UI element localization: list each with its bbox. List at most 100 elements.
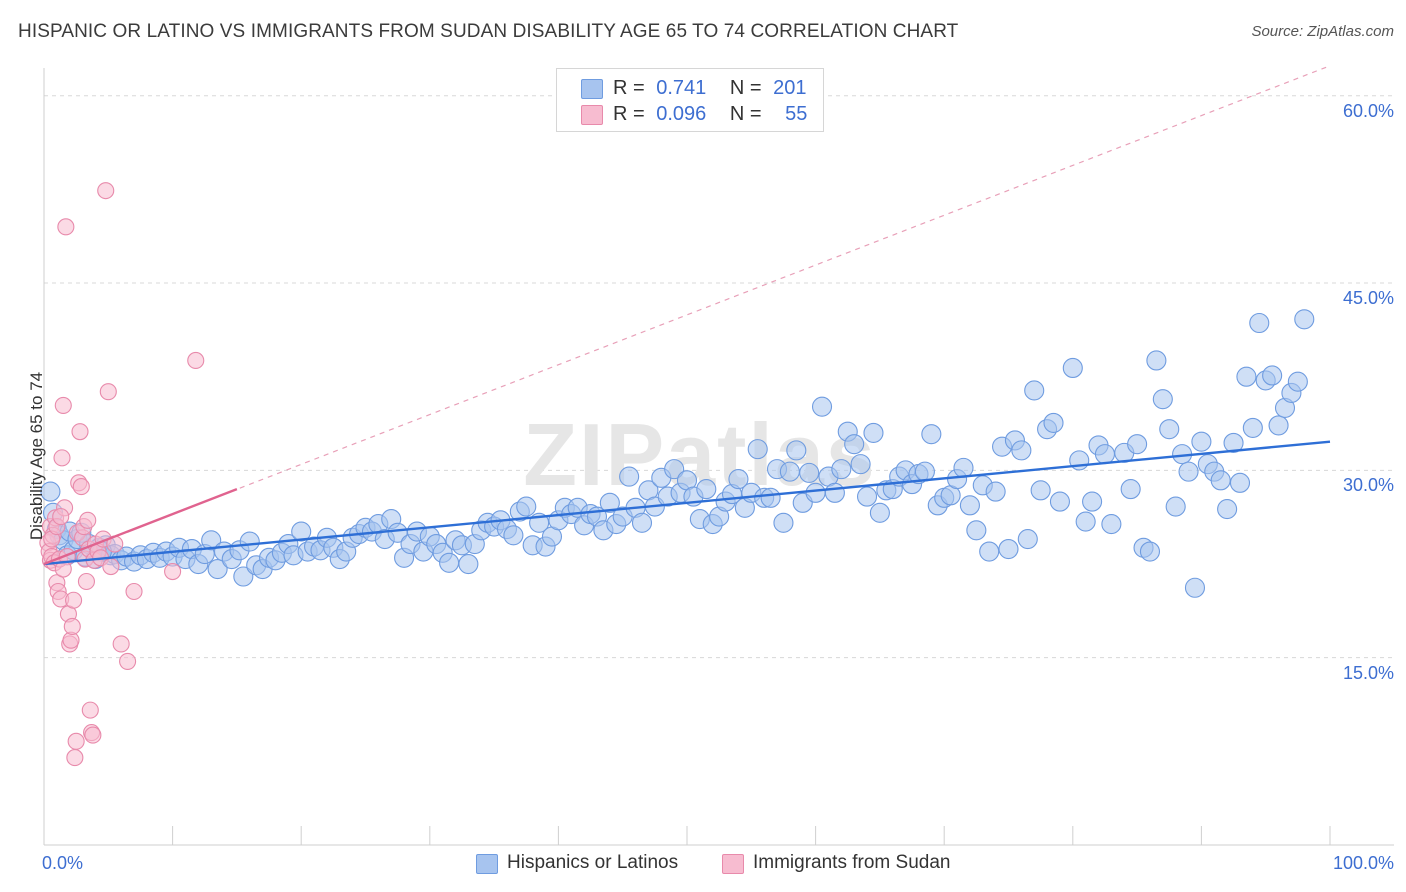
point-hispanics (1249, 312, 1270, 334)
legend-r-label: R = (613, 103, 645, 125)
point-hispanics (1024, 380, 1045, 401)
chart-title: HISPANIC OR LATINO VS IMMIGRANTS FROM SU… (18, 21, 959, 42)
point-hispanics (869, 502, 890, 523)
point-hispanics (959, 495, 980, 516)
point-sudan (63, 617, 81, 636)
point-hispanics (998, 538, 1019, 560)
point-hispanics (773, 512, 794, 533)
point-hispanics (1159, 419, 1180, 440)
correlation-legend: R = 0.741 N = 201 R = 0.096 N = 55 (556, 68, 824, 132)
point-hispanics (1075, 511, 1096, 532)
source-label: Source: ZipAtlas.com (1251, 23, 1394, 40)
trend-line-sudan (43, 487, 238, 566)
point-sudan (54, 396, 72, 414)
point-hispanics (799, 462, 820, 483)
point-hispanics (1082, 491, 1103, 512)
point-sudan (84, 726, 102, 744)
point-hispanics (1294, 309, 1315, 330)
point-sudan (52, 508, 70, 526)
y-tick-label: 60.0% (1342, 100, 1394, 121)
point-sudan (102, 557, 120, 576)
point-hispanics (863, 422, 884, 443)
point-hispanics (1236, 366, 1257, 387)
point-hispanics (619, 466, 640, 487)
axes (43, 68, 1394, 846)
point-hispanics (696, 479, 717, 500)
x-tick-label-min: 0.0% (42, 853, 84, 873)
point-hispanics (291, 521, 312, 542)
point-hispanics (516, 496, 537, 517)
legend-n-value: 55 (785, 103, 808, 125)
legend-r-value: 0.741 (656, 77, 707, 99)
x-tick-label-max: 100.0% (1332, 853, 1394, 873)
legend-swatch-pink (722, 854, 744, 874)
y-tick-label: 30.0% (1342, 475, 1394, 496)
point-hispanics (850, 454, 871, 475)
point-sudan (125, 582, 143, 601)
point-hispanics (1223, 432, 1244, 453)
point-hispanics (1120, 479, 1141, 500)
point-sudan (72, 478, 90, 496)
point-hispanics (207, 558, 228, 580)
point-sudan (65, 591, 83, 609)
point-sudan (119, 652, 137, 670)
point-hispanics (1268, 415, 1289, 436)
point-sudan (57, 218, 75, 236)
point-hispanics (914, 461, 935, 482)
point-hispanics (1139, 541, 1161, 562)
point-hispanics (824, 482, 845, 503)
point-sudan (66, 749, 84, 767)
point-hispanics (1191, 431, 1212, 452)
point-sudan (67, 732, 85, 750)
point-hispanics (811, 396, 833, 417)
legend-label: Hispanics or Latinos (507, 852, 679, 873)
point-hispanics (979, 541, 1000, 562)
y-axis-label: Disability Age 65 to 74 (27, 371, 46, 541)
point-hispanics (760, 487, 781, 508)
point-hispanics (233, 566, 254, 587)
point-sudan (112, 635, 130, 653)
point-hispanics (1184, 577, 1206, 598)
point-hispanics (966, 520, 987, 541)
point-hispanics (1262, 365, 1283, 386)
point-sudan (53, 449, 71, 467)
point-hispanics (1152, 389, 1173, 410)
point-sudan (71, 423, 89, 441)
point-hispanics (239, 531, 260, 552)
legend-swatch-blue (581, 79, 603, 99)
point-hispanics (1062, 357, 1083, 379)
point-hispanics (631, 512, 653, 533)
point-hispanics (786, 440, 807, 461)
point-hispanics (1011, 440, 1032, 461)
point-hispanics (1049, 491, 1070, 512)
y-tick-label: 15.0% (1342, 662, 1394, 683)
trend-lines (43, 440, 1331, 566)
point-hispanics (201, 530, 222, 551)
point-hispanics (1127, 434, 1148, 455)
legend-n-label: N = (729, 103, 762, 125)
legend-swatch-blue (476, 854, 498, 874)
point-hispanics (1017, 528, 1038, 550)
point-hispanics (728, 469, 749, 490)
point-hispanics (1217, 499, 1238, 520)
point-hispanics (439, 552, 460, 573)
point-hispanics (599, 492, 620, 513)
legend-n-label: N = (729, 77, 762, 99)
point-hispanics (458, 553, 479, 575)
point-hispanics (1165, 496, 1186, 517)
point-sudan (81, 701, 99, 719)
point-hispanics (40, 481, 61, 502)
point-sudan (99, 383, 117, 401)
point-hispanics (985, 481, 1006, 502)
legend-r-label: R = (613, 77, 645, 99)
point-hispanics (1229, 472, 1251, 493)
point-hispanics (921, 424, 942, 445)
point-sudan (187, 351, 205, 370)
point-hispanics (856, 486, 878, 507)
point-sudan (77, 572, 95, 591)
point-sudan (97, 182, 115, 200)
point-hispanics (953, 457, 974, 478)
point-hispanics (1287, 371, 1308, 392)
point-hispanics (1210, 470, 1231, 491)
